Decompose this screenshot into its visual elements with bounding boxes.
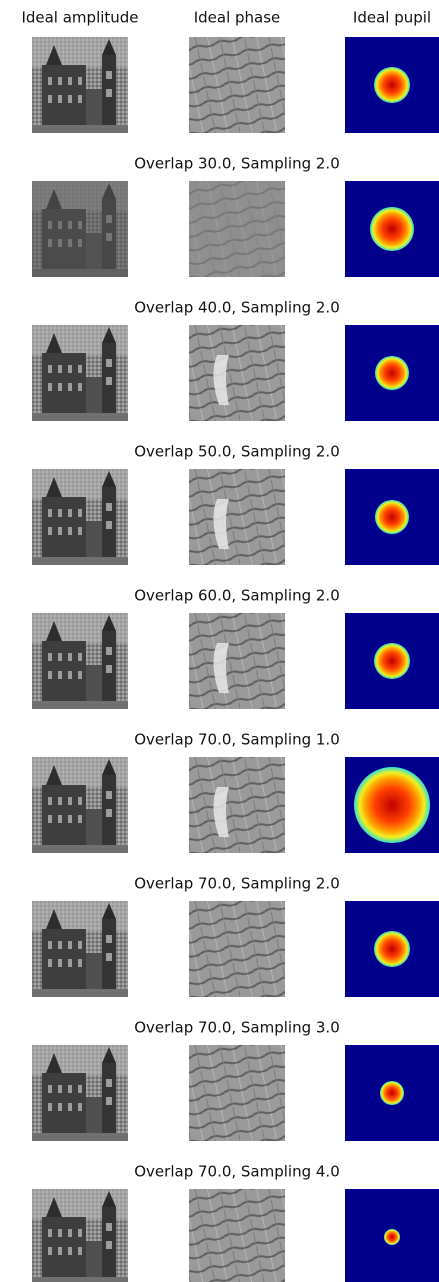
pupil-disc	[375, 356, 409, 390]
row-title: Overlap 60.0, Sampling 2.0	[134, 587, 340, 605]
pupil-disc	[370, 207, 414, 251]
amplitude-picture	[32, 1189, 128, 1282]
pupil-disc	[354, 767, 430, 843]
pupil-image	[345, 1189, 439, 1282]
amplitude-image	[32, 757, 128, 853]
row-title: Overlap 70.0, Sampling 1.0	[134, 731, 340, 749]
phase-picture	[189, 757, 285, 853]
phase-picture	[189, 469, 285, 565]
phase-picture	[189, 325, 285, 421]
pupil-image	[345, 181, 439, 277]
pupil-image	[345, 469, 439, 565]
pupil-disc	[374, 931, 410, 967]
pupil-image	[345, 325, 439, 421]
phase-picture	[189, 37, 285, 133]
pupil-image	[345, 1045, 439, 1141]
amplitude-picture	[32, 1045, 128, 1141]
column-title: Ideal amplitude	[21, 9, 138, 27]
amplitude-picture	[32, 613, 128, 709]
phase-picture	[189, 613, 285, 709]
phase-image	[189, 469, 285, 565]
row-title: Overlap 40.0, Sampling 2.0	[134, 299, 340, 317]
phase-image	[189, 37, 285, 133]
pupil-disc	[374, 67, 410, 103]
amplitude-picture	[32, 469, 128, 565]
amplitude-noise	[32, 181, 128, 277]
amplitude-image	[32, 1189, 128, 1282]
row-title: Overlap 70.0, Sampling 2.0	[134, 875, 340, 893]
amplitude-image	[32, 37, 128, 133]
amplitude-image	[32, 1045, 128, 1141]
phase-image	[189, 757, 285, 853]
row-title: Overlap 50.0, Sampling 2.0	[134, 443, 340, 461]
phase-picture	[189, 1045, 285, 1141]
pupil-image	[345, 901, 439, 997]
row-title: Overlap 70.0, Sampling 3.0	[134, 1019, 340, 1037]
phase-image	[189, 181, 285, 277]
amplitude-image	[32, 901, 128, 997]
amplitude-picture	[32, 37, 128, 133]
pupil-image	[345, 37, 439, 133]
row-title: Overlap 70.0, Sampling 4.0	[134, 1163, 340, 1181]
pupil-disc	[380, 1081, 404, 1105]
amplitude-picture	[32, 901, 128, 997]
amplitude-picture	[32, 325, 128, 421]
amplitude-image	[32, 325, 128, 421]
phase-noise	[189, 181, 285, 277]
phase-image	[189, 613, 285, 709]
column-title: Ideal pupil	[353, 9, 431, 27]
phase-image	[189, 1189, 285, 1282]
amplitude-image	[32, 613, 128, 709]
amplitude-image	[32, 469, 128, 565]
pupil-disc	[375, 500, 409, 534]
phase-picture	[189, 901, 285, 997]
phase-image	[189, 1045, 285, 1141]
amplitude-picture	[32, 757, 128, 853]
row-title: Overlap 30.0, Sampling 2.0	[134, 155, 340, 173]
pupil-image	[345, 613, 439, 709]
figure: Ideal amplitude Ideal phase Ideal pupil Ove…	[0, 0, 439, 1282]
pupil-image	[345, 757, 439, 853]
pupil-disc	[374, 643, 410, 679]
phase-picture	[189, 1189, 285, 1282]
phase-image	[189, 901, 285, 997]
pupil-disc	[384, 1229, 400, 1245]
amplitude-image	[32, 181, 128, 277]
phase-image	[189, 325, 285, 421]
column-title: Ideal phase	[194, 9, 281, 27]
